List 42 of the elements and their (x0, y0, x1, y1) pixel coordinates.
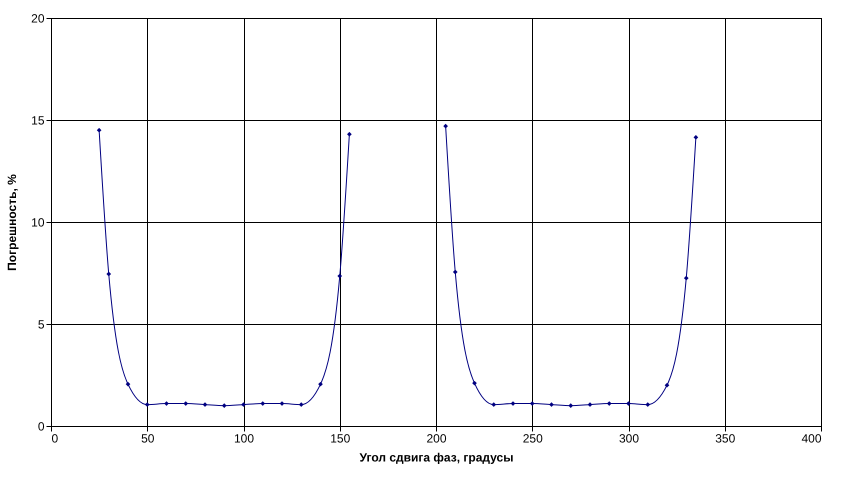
point (452, 270, 458, 274)
x-tick-label: 350 (715, 432, 736, 446)
x-tick-label: 50 (141, 432, 155, 446)
point (549, 402, 554, 407)
y-axis-title: Погрешность, % (5, 174, 20, 271)
point (588, 402, 592, 407)
point (645, 402, 650, 407)
point (337, 274, 342, 278)
point (694, 134, 698, 140)
point (106, 272, 112, 276)
point (626, 401, 631, 406)
y-tick-label: 15 (31, 114, 45, 128)
x-tick-label: 400 (801, 432, 822, 446)
y-tick-label: 10 (31, 216, 45, 230)
point (318, 382, 323, 387)
point (144, 402, 150, 407)
point (491, 402, 496, 407)
point (298, 402, 304, 407)
point (510, 401, 516, 406)
x-axis-title: Угол сдвига фаз, градусы (360, 450, 514, 464)
point (280, 401, 284, 406)
point (202, 402, 208, 407)
point (126, 382, 130, 387)
point (472, 380, 477, 386)
x-tick-label: 150 (330, 432, 351, 446)
y-tick-label: 5 (38, 318, 45, 332)
point (164, 401, 169, 406)
point (222, 403, 227, 408)
y-tick-label: 20 (31, 12, 45, 26)
x-tick-label: 250 (522, 432, 544, 446)
point (347, 132, 352, 137)
x-tick-label: 0 (52, 432, 58, 446)
point (684, 276, 689, 280)
point (443, 124, 448, 128)
y-tick-label: 0 (38, 420, 45, 434)
point (241, 402, 246, 407)
point (568, 403, 574, 408)
x-tick-label: 200 (426, 432, 447, 446)
x-tick-label: 100 (234, 432, 254, 446)
x-tick-label: 300 (618, 432, 640, 446)
point (664, 382, 670, 388)
point (96, 128, 102, 133)
